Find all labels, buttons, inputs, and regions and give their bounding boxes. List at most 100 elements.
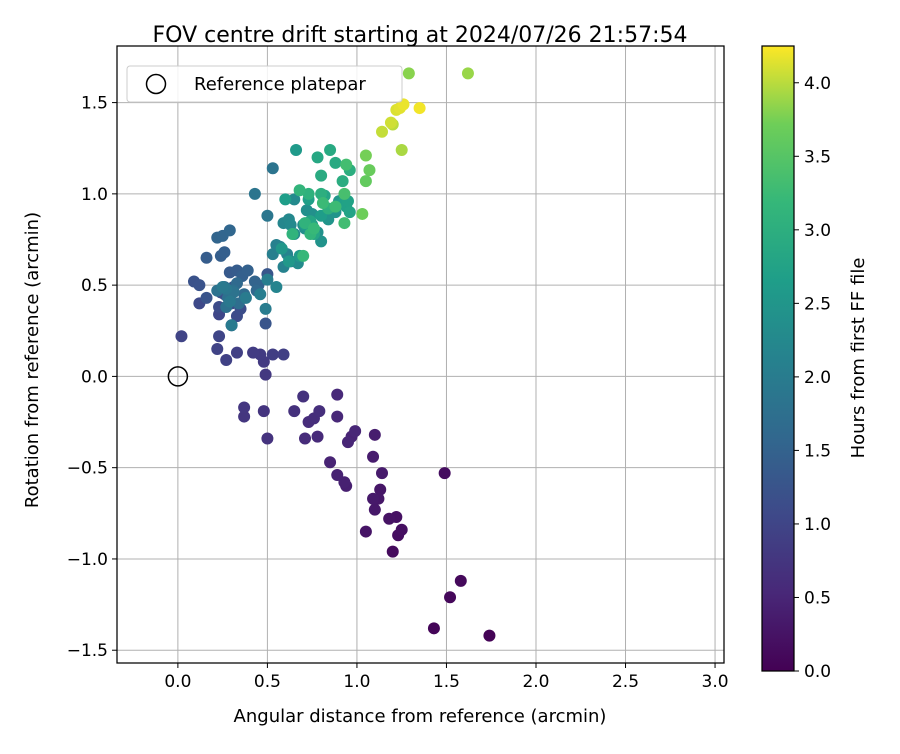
data-point [288, 193, 301, 206]
data-point [331, 388, 344, 401]
data-point [220, 353, 233, 366]
data-point [261, 432, 274, 445]
data-point [444, 591, 457, 604]
data-point [259, 317, 272, 330]
data-point [254, 288, 267, 301]
legend[interactable]: Reference platepar [126, 65, 403, 103]
colorbar-tick-label: 4.0 [804, 74, 831, 94]
y-tick-label: 0.5 [81, 276, 108, 296]
data-point [266, 162, 279, 175]
data-point [324, 144, 337, 157]
colorbar-tick-label: 0.0 [804, 662, 831, 682]
data-point [340, 158, 353, 171]
x-tick-label: 0.0 [164, 672, 191, 692]
data-point [384, 116, 397, 129]
data-point [261, 273, 274, 286]
data-point [311, 151, 324, 164]
plot-frame [116, 45, 725, 664]
data-point [483, 629, 496, 642]
data-point [395, 144, 408, 157]
data-point [238, 410, 251, 423]
x-axis-ticks: 0.0 0.5 1.0 1.5 2.0 2.5 3.0 [164, 663, 729, 692]
x-tick-label: 1.0 [343, 672, 370, 692]
data-point [343, 206, 356, 219]
legend-entry-label: Reference platepar [194, 74, 366, 95]
y-tick-label: 0.0 [81, 367, 108, 387]
x-tick-label: 2.0 [522, 672, 549, 692]
data-point [282, 255, 295, 268]
y-tick-label: −0.5 [67, 459, 108, 479]
colorbar: 0.0 0.5 1.0 1.5 2.0 2.5 3.0 3.5 4.0 Hours from f… [761, 45, 869, 682]
data-point [338, 217, 351, 230]
data-point [368, 428, 381, 441]
data-point [311, 430, 324, 443]
colorbar-tick-label: 0.5 [804, 588, 831, 608]
data-point [383, 512, 396, 525]
y-tick-label: −1.0 [67, 550, 108, 570]
data-point [413, 102, 426, 115]
data-point [225, 319, 238, 332]
data-point [359, 175, 372, 188]
colorbar-ticks: 0.0 0.5 1.0 1.5 2.0 2.5 3.0 3.5 4.0 [794, 74, 831, 682]
data-point [376, 467, 389, 480]
data-point [367, 492, 380, 505]
data-point [238, 401, 251, 414]
x-tick-label: 3.0 [702, 672, 729, 692]
reference-marker [167, 366, 189, 387]
data-points [175, 67, 496, 642]
data-point [211, 343, 224, 356]
data-point [461, 67, 474, 80]
data-point [363, 164, 376, 177]
data-point [454, 574, 467, 587]
grid [117, 46, 724, 663]
data-point [200, 251, 213, 264]
data-point [386, 545, 399, 558]
data-point [241, 264, 254, 277]
data-point [297, 249, 310, 262]
x-axis-label: Angular distance from reference (arcmin) [234, 706, 607, 727]
x-tick-label: 0.5 [254, 672, 281, 692]
data-point [299, 217, 312, 230]
data-point [329, 156, 342, 169]
data-point [349, 425, 362, 438]
y-axis-label: Rotation from reference (arcmin) [22, 212, 43, 508]
data-point [288, 405, 301, 418]
data-point [257, 405, 270, 418]
data-point [286, 228, 299, 241]
data-point [336, 175, 349, 188]
x-tick-label: 2.5 [612, 672, 639, 692]
data-point [341, 436, 354, 449]
data-point [324, 456, 337, 469]
legend-marker-icon [145, 73, 167, 95]
y-tick-label: 1.5 [81, 94, 108, 114]
data-point [239, 291, 252, 304]
data-point [248, 275, 261, 288]
data-point [175, 330, 188, 343]
data-point [218, 246, 231, 259]
data-point [275, 242, 288, 255]
data-point [313, 405, 326, 418]
data-point [247, 346, 260, 359]
chart-title: FOV centre drift starting at 2024/07/26 … [153, 23, 688, 48]
data-point [395, 523, 408, 536]
data-point [284, 218, 297, 231]
data-point [331, 468, 344, 481]
data-point [248, 187, 261, 200]
data-point [368, 503, 381, 516]
data-point [438, 467, 451, 480]
data-point [315, 169, 328, 182]
data-point [290, 144, 303, 157]
data-point [315, 187, 328, 200]
data-point [261, 209, 274, 222]
data-point [338, 187, 351, 200]
data-point [376, 125, 389, 138]
data-point [259, 302, 272, 315]
data-point [223, 224, 236, 237]
y-axis-ticks: −1.5 −1.0 −0.5 0.0 0.5 1.0 1.5 [67, 94, 117, 661]
data-point [279, 193, 292, 206]
data-point [374, 483, 387, 496]
data-point [329, 200, 342, 213]
y-tick-label: −1.5 [67, 641, 108, 661]
data-point [427, 622, 440, 635]
